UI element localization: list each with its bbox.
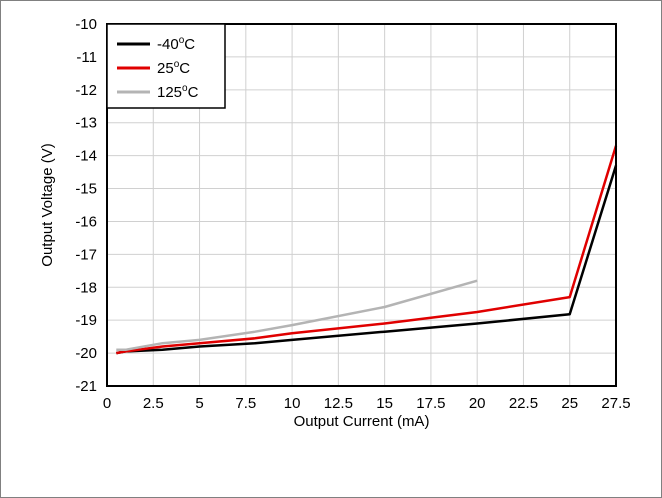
x-tick-label: 12.5 (324, 395, 353, 412)
y-tick-label: -10 (75, 16, 97, 33)
x-tick-label: 27.5 (601, 395, 630, 412)
y-tick-label: -18 (75, 279, 97, 296)
y-tick-label: -13 (75, 115, 97, 132)
legend-box (106, 23, 226, 109)
x-tick-label: 7.5 (235, 395, 256, 412)
series-line-2 (116, 279, 478, 352)
x-tick-label: 2.5 (143, 395, 164, 412)
legend: -40oC 25oC 125oC (106, 23, 226, 109)
y-tick-label: -15 (75, 181, 97, 198)
y-tick-label: -19 (75, 312, 97, 329)
x-tick-label: 22.5 (509, 395, 538, 412)
x-axis-title: Output Current (mA) (294, 413, 430, 430)
legend-label: -40oC (157, 35, 195, 53)
x-tick-labels: 0 2.5 5 7.5 10 12.5 15 17.5 20 22.5 25 27.5 (103, 395, 631, 412)
y-tick-label: -20 (75, 345, 97, 362)
x-tick-label: 15 (376, 395, 393, 412)
series-layer (116, 145, 618, 355)
y-tick-label: -21 (75, 378, 97, 395)
y-tick-label: -17 (75, 246, 97, 263)
x-tick-label: 0 (103, 395, 111, 412)
x-tick-label: 20 (469, 395, 486, 412)
legend-label: 25oC (157, 59, 190, 77)
plot-border (106, 23, 617, 387)
y-tick-label: -14 (75, 148, 97, 165)
legend-label: 125oC (157, 83, 199, 101)
x-tick-label: 5 (195, 395, 203, 412)
series-line-0 (116, 165, 618, 355)
y-tick-labels: -10 -11 -12 -13 -14 -15 -16 -17 -18 -19 -20 -21 (75, 16, 97, 395)
x-tick-label: 25 (561, 395, 578, 412)
y-tick-label: -12 (75, 82, 97, 99)
y-tick-label: -11 (76, 49, 97, 66)
series-line-1 (116, 145, 618, 355)
y-axis-title: Output Voltage (V) (39, 143, 56, 266)
x-tick-label: 10 (284, 395, 301, 412)
y-tick-label: -16 (75, 213, 97, 230)
x-tick-label: 17.5 (416, 395, 445, 412)
